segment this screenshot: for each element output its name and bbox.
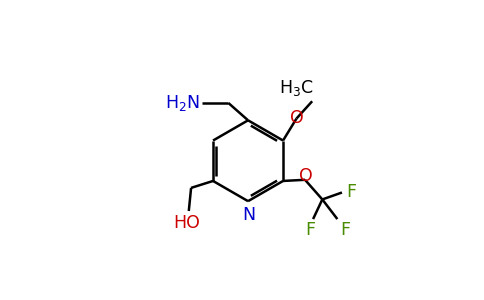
Text: O: O (299, 167, 312, 185)
Text: O: O (290, 109, 304, 127)
Text: N: N (242, 206, 256, 224)
Text: HO: HO (173, 214, 200, 232)
Text: F: F (346, 183, 356, 201)
Text: H$_3$C: H$_3$C (279, 78, 313, 98)
Text: F: F (305, 221, 315, 239)
Text: F: F (340, 221, 350, 239)
Text: H$_2$N: H$_2$N (165, 92, 200, 112)
